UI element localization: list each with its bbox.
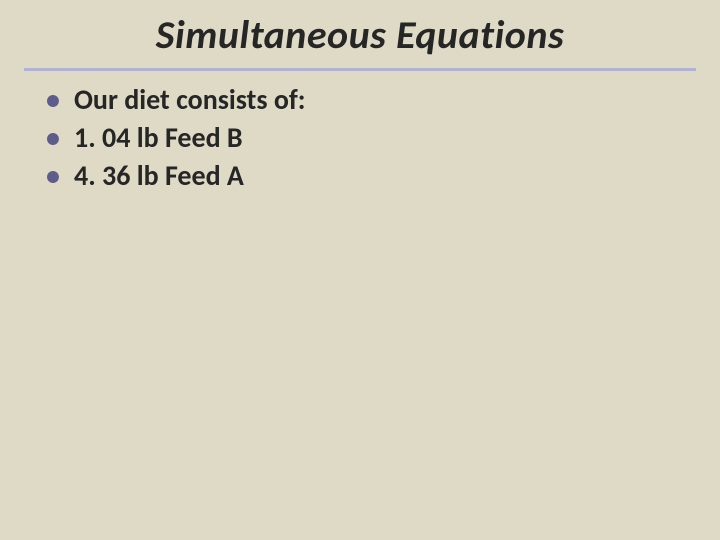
slide-body: Our diet consists of: 1. 04 lb Feed B 4.… <box>0 71 720 194</box>
bullet-list: Our diet consists of: 1. 04 lb Feed B 4.… <box>40 81 680 194</box>
list-item: Our diet consists of: <box>40 81 680 119</box>
list-item: 1. 04 lb Feed B <box>40 119 680 157</box>
slide: Simultaneous Equations Our diet consists… <box>0 0 720 540</box>
title-area: Simultaneous Equations <box>0 0 720 58</box>
slide-title: Simultaneous Equations <box>40 12 680 58</box>
list-item: 4. 36 lb Feed A <box>40 157 680 195</box>
